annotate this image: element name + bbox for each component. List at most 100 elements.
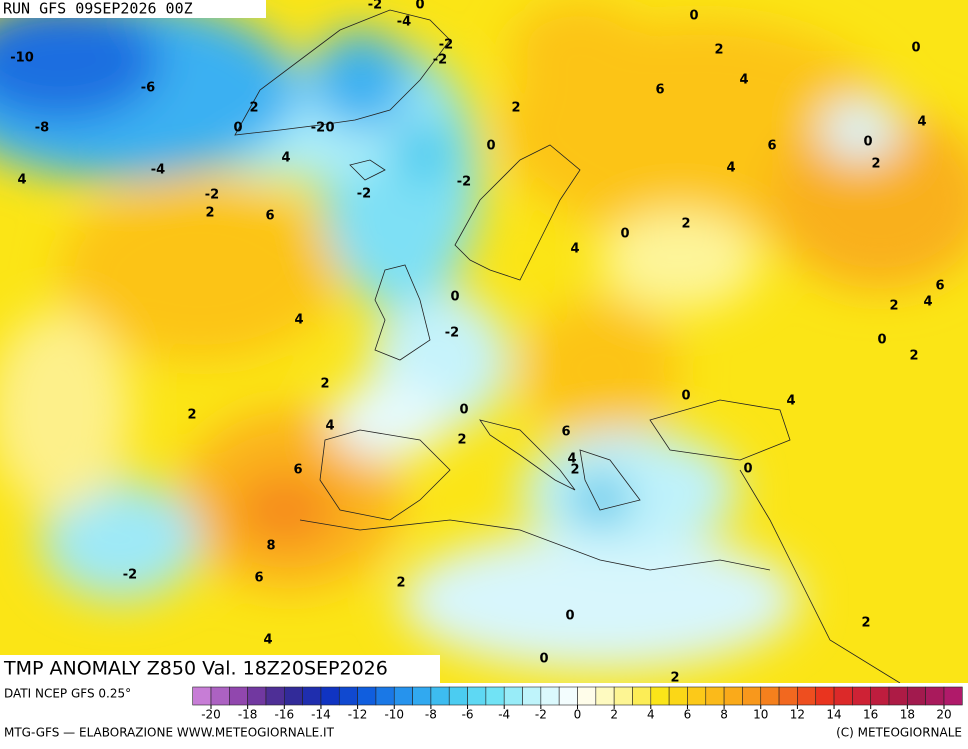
contour-label: -2	[445, 326, 459, 341]
color-box	[357, 686, 377, 706]
contour-label: 6	[561, 425, 570, 440]
contour-label: -2	[205, 188, 219, 203]
color-box	[522, 686, 542, 706]
tick-label: 6	[684, 708, 692, 722]
color-box	[705, 686, 725, 706]
tick-label: 0	[574, 708, 582, 722]
caption-box	[0, 655, 440, 683]
color-box	[815, 686, 835, 706]
contour-label: 2	[249, 101, 258, 116]
contour-label: 0	[565, 609, 574, 624]
color-box	[485, 686, 505, 706]
tick-label: -2	[535, 708, 547, 722]
run-title: RUN GFS 09SEP2026 00Z	[3, 0, 193, 18]
color-box	[412, 686, 432, 706]
tick-label: 16	[863, 708, 878, 722]
contour-label: 4	[786, 394, 795, 409]
copyright: (C) METEOGIORNALE	[836, 726, 962, 740]
contour-label: 2	[871, 157, 880, 172]
color-box	[778, 686, 798, 706]
color-box	[888, 686, 908, 706]
color-box	[833, 686, 853, 706]
contour-label: 0	[450, 290, 459, 305]
contour-label: -2	[439, 38, 453, 53]
contour-label: 2	[889, 299, 898, 314]
contour-label: -2	[123, 568, 137, 583]
contour-label: 0	[325, 121, 334, 136]
contour-label: -2	[457, 175, 471, 190]
tick-label: 18	[900, 708, 915, 722]
contour-label: 2	[320, 377, 329, 392]
contour-label: -2	[433, 53, 447, 68]
contour-label: -10	[10, 51, 34, 66]
contour-label: 6	[935, 279, 944, 294]
contour-label: 0	[877, 333, 886, 348]
contour-label: 4	[263, 633, 272, 648]
tick-label: -6	[462, 708, 474, 722]
contour-label: 4	[567, 452, 576, 467]
color-box	[907, 686, 926, 706]
tick-label: -14	[311, 708, 331, 722]
contour-label: 4	[739, 73, 748, 88]
color-box	[375, 686, 395, 706]
contour-label: 0	[863, 135, 872, 150]
color-box	[595, 686, 615, 706]
tick-label: 10	[753, 708, 768, 722]
color-box	[650, 686, 670, 706]
contour-label: 2	[681, 217, 690, 232]
contour-label: 8	[266, 539, 275, 554]
contour-label: 0	[233, 121, 242, 136]
tick-label: 14	[826, 708, 841, 722]
color-box	[870, 686, 890, 706]
color-box	[943, 686, 963, 706]
contour-label: 2	[570, 463, 579, 478]
header-box	[0, 0, 266, 18]
color-box	[393, 686, 413, 706]
contour-label: 0	[689, 9, 698, 24]
color-box	[302, 686, 322, 706]
color-box	[210, 686, 230, 706]
contour-label: 0	[459, 403, 468, 418]
contour-label: 4	[923, 295, 932, 310]
contour-label: 0	[620, 227, 629, 242]
map: RUN GFS 09SEP2026 00Z -10-6-8-44-22 6420-…	[0, 0, 968, 686]
contour-label: 4	[917, 115, 926, 130]
contour-label: 0	[486, 139, 495, 154]
contour-label: 0	[539, 652, 548, 667]
contour-label: 4	[726, 161, 735, 176]
color-box	[320, 686, 340, 706]
contour-label: 4	[281, 151, 290, 166]
color-box	[925, 686, 945, 706]
contour-label: 2	[457, 433, 466, 448]
color-box	[613, 686, 633, 706]
color-box	[192, 686, 212, 706]
color-box	[742, 686, 762, 706]
color-box	[265, 686, 285, 706]
caption: TMP ANOMALY Z850 Val. 18Z20SEP2026	[3, 658, 388, 680]
color-box	[283, 686, 303, 706]
contour-label: -8	[35, 121, 49, 136]
tick-label: -10	[384, 708, 404, 722]
color-box	[558, 686, 578, 706]
color-box	[687, 686, 707, 706]
contour-label: 4	[570, 242, 579, 257]
contour-label: -6	[141, 81, 155, 96]
color-box	[797, 686, 817, 706]
tick-label: 2	[610, 708, 618, 722]
color-box	[760, 686, 780, 706]
data-source: DATI NCEP GFS 0.25°	[4, 687, 131, 701]
contour-label: 6	[265, 209, 274, 224]
color-box	[577, 686, 597, 706]
tick-label: -16	[274, 708, 294, 722]
contour-label: 0	[681, 389, 690, 404]
contour-label: 2	[187, 408, 196, 423]
contour-label: 2	[670, 671, 679, 686]
color-box	[668, 686, 688, 706]
contour-label: -2	[311, 121, 325, 136]
tick-label: -8	[425, 708, 437, 722]
tick-label: 4	[647, 708, 655, 722]
contour-label: 6	[254, 571, 263, 586]
contour-label: 2	[861, 616, 870, 631]
